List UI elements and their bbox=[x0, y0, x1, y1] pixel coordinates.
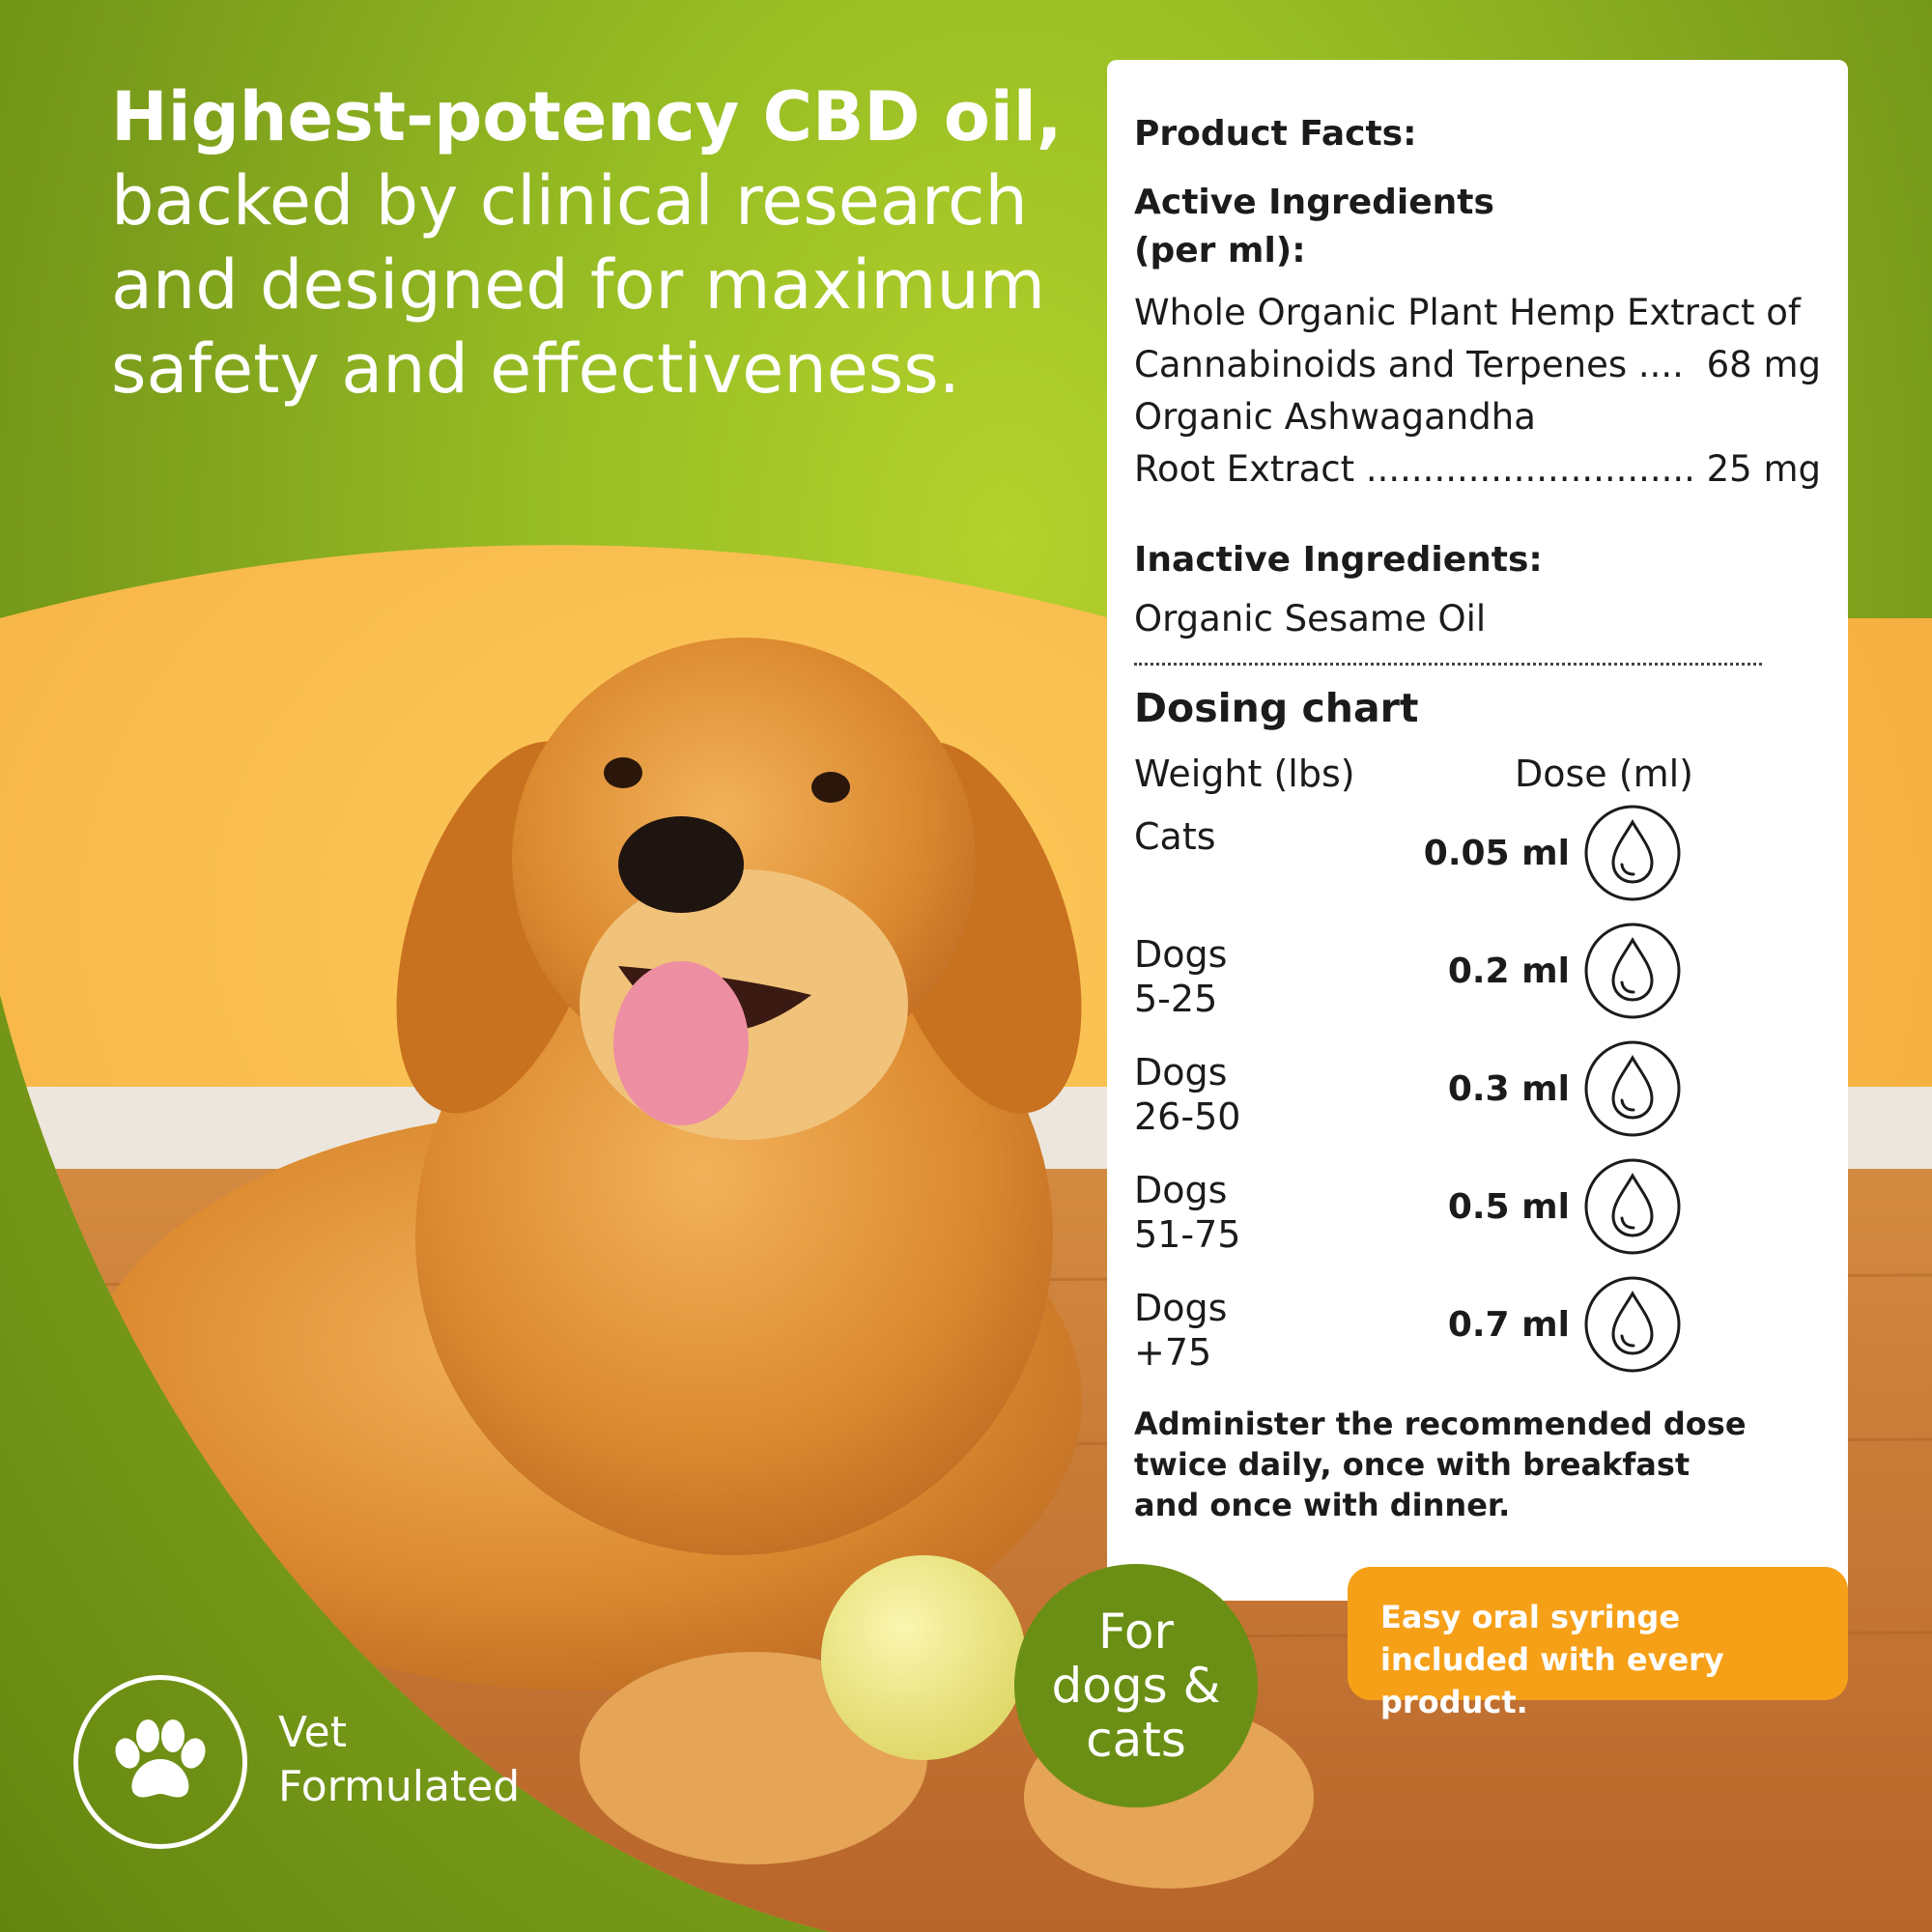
droplet-icon bbox=[1582, 1038, 1683, 1139]
vet-formulated-label: Vet Formulated bbox=[278, 1706, 520, 1814]
ingredient-amount: 25 mg bbox=[1706, 448, 1821, 490]
inactive-ingredients-title: Inactive Ingredients: bbox=[1134, 540, 1543, 580]
vet-line: Formulated bbox=[278, 1762, 521, 1811]
dotted-divider bbox=[1134, 663, 1762, 666]
weight-column-header: Weight (lbs) bbox=[1134, 753, 1355, 795]
dogs-cats-badge: For dogs & cats bbox=[1014, 1564, 1258, 1807]
ingredient-line: Whole Organic Plant Hemp Extract of bbox=[1134, 292, 1801, 333]
dosing-dose: 0.5 ml bbox=[1447, 1187, 1570, 1227]
product-facts-title: Product Facts: bbox=[1134, 114, 1417, 154]
badge-line: For bbox=[1097, 1604, 1175, 1660]
ingredient-amount: 68 mg bbox=[1706, 344, 1821, 385]
vet-badge bbox=[73, 1675, 247, 1849]
dosing-header: Weight (lbs) Dose (ml) bbox=[1134, 753, 1821, 795]
droplet-icon bbox=[1582, 803, 1683, 903]
dosing-dose: 0.7 ml bbox=[1447, 1305, 1570, 1345]
tennis-ball bbox=[821, 1555, 1026, 1760]
dosing-row: Cats 0.05 ml bbox=[1134, 803, 1821, 921]
droplet-icon bbox=[1582, 921, 1683, 1021]
product-facts-panel: Product Facts: Active Ingredients (per m… bbox=[1107, 60, 1848, 1601]
dosing-weight: Dogs 51-75 bbox=[1134, 1169, 1241, 1256]
dosing-weight: Dogs +75 bbox=[1134, 1287, 1228, 1374]
paw-icon bbox=[115, 1719, 206, 1798]
dosing-chart-title: Dosing chart bbox=[1134, 685, 1419, 731]
headline-body: backed by clinical research and designed… bbox=[111, 161, 1046, 409]
dosing-weight: Dogs 26-50 bbox=[1134, 1051, 1241, 1138]
badge-line: dogs & bbox=[1051, 1658, 1221, 1714]
ingredient-line: Root Extract bbox=[1134, 443, 1699, 496]
dose-column-header: Dose (ml) bbox=[1515, 753, 1693, 795]
dosing-row: Dogs 5-25 0.2 ml bbox=[1134, 921, 1821, 1038]
dosing-row: Dogs +75 0.7 ml bbox=[1134, 1274, 1821, 1392]
dosing-instructions: Administer the recommended dose twice da… bbox=[1134, 1406, 1747, 1523]
droplet-icon bbox=[1582, 1156, 1683, 1257]
active-ingredient-2: Organic Ashwagandha Root Extract 25 mg bbox=[1134, 391, 1821, 496]
ingredient-line: Cannabinoids and Terpenes .... bbox=[1134, 344, 1684, 385]
dosing-dose: 0.2 ml bbox=[1447, 952, 1570, 991]
syringe-callout: Easy oral syringe included with every pr… bbox=[1348, 1567, 1848, 1720]
vet-line: Vet bbox=[278, 1708, 348, 1757]
dosing-rows: Cats 0.05 ml Dogs 5-25 0.2 ml Dogs 26-50 0.3 … bbox=[1134, 803, 1821, 1392]
dosing-dose: 0.05 ml bbox=[1423, 834, 1570, 873]
active-ingredient-1: Whole Organic Plant Hemp Extract of Cann… bbox=[1134, 287, 1821, 391]
dosing-dose: 0.3 ml bbox=[1447, 1069, 1570, 1109]
droplet-icon bbox=[1582, 1274, 1683, 1375]
badge-line: cats bbox=[1086, 1712, 1186, 1768]
active-ingredients-title: Active Ingredients (per ml): bbox=[1134, 183, 1494, 270]
dosing-row: Dogs 51-75 0.5 ml bbox=[1134, 1156, 1821, 1274]
inactive-ingredient: Organic Sesame Oil bbox=[1134, 598, 1487, 639]
headline-bold: Highest-potency CBD oil, bbox=[111, 77, 1063, 156]
dosing-row: Dogs 26-50 0.3 ml bbox=[1134, 1038, 1821, 1156]
ingredient-line: Organic Ashwagandha bbox=[1134, 396, 1536, 438]
dosing-weight: Cats bbox=[1134, 815, 1216, 858]
headline: Highest-potency CBD oil, backed by clini… bbox=[111, 75, 1077, 412]
dosing-weight: Dogs 5-25 bbox=[1134, 933, 1228, 1020]
